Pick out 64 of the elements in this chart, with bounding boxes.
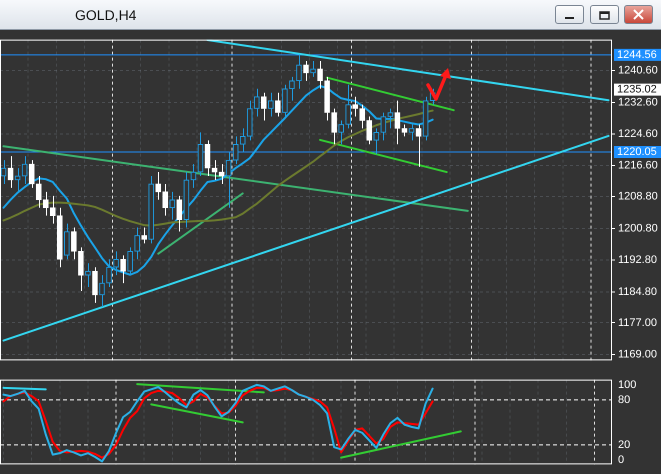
candlestick — [394, 100, 400, 145]
candlestick — [359, 104, 366, 129]
candlestick — [141, 227, 148, 244]
candlestick — [310, 60, 316, 78]
candlestick — [416, 124, 422, 168]
candlestick — [317, 60, 323, 90]
ref-line-label: 1244.56 — [617, 48, 657, 61]
y-tick-label: 1208.80 — [618, 190, 658, 203]
candlestick — [289, 76, 295, 102]
candlestick — [331, 108, 337, 145]
candlestick — [99, 274, 105, 308]
y-tick-label: 1177.00 — [618, 316, 657, 329]
candlestick — [226, 152, 232, 208]
candlestick — [212, 160, 218, 180]
candlestick — [275, 92, 281, 118]
y-tick-label: 0 — [618, 454, 624, 466]
candlestick — [198, 132, 204, 177]
candlestick — [85, 262, 91, 288]
y-tick-label: 1184.80 — [618, 286, 657, 298]
candlestick — [380, 112, 386, 141]
candlestick — [8, 156, 14, 188]
candlestick — [204, 140, 210, 177]
candlestick — [78, 246, 84, 292]
candlestick — [176, 195, 182, 232]
candlestick — [303, 60, 309, 82]
candlestick — [260, 92, 267, 121]
chart-title: GOLD,H4 — [75, 7, 136, 23]
candlestick — [92, 266, 98, 304]
candlestick — [22, 156, 28, 184]
ref-line-label: 1220.05 — [617, 146, 657, 158]
candlestick — [64, 223, 70, 260]
candlestick — [134, 227, 140, 260]
candlestick — [184, 172, 190, 228]
candlestick — [120, 254, 126, 284]
y-tick-label: 100 — [618, 378, 636, 391]
y-tick-label: 1232.60 — [618, 96, 658, 108]
candlestick — [366, 116, 372, 145]
y-tick-label: 1200.80 — [618, 222, 658, 234]
candlestick — [296, 54, 302, 90]
y-tick-label: 1192.80 — [618, 254, 657, 266]
y-tick-label: 20 — [618, 438, 630, 451]
candlestick — [324, 76, 330, 121]
candlestick — [402, 124, 408, 137]
candlestick — [232, 136, 238, 165]
y-tick-label: 1169.00 — [618, 348, 657, 360]
candlestick — [28, 160, 34, 188]
y-tick-label: 80 — [618, 394, 630, 406]
candlestick — [14, 168, 20, 192]
candlestick — [190, 164, 196, 188]
y-tick-label: 1216.60 — [618, 160, 658, 172]
candlestick — [388, 108, 394, 129]
y-tick-label: 1224.60 — [618, 128, 658, 140]
candlestick — [254, 88, 260, 118]
candlestick — [338, 120, 344, 145]
candlestick — [422, 96, 428, 141]
candlestick — [148, 176, 154, 244]
text: 1235.02 — [617, 84, 657, 96]
candlestick — [268, 92, 274, 118]
candlestick — [218, 164, 224, 184]
candlestick — [374, 128, 380, 155]
candlestick — [71, 227, 77, 260]
candlestick — [170, 191, 176, 220]
y-tick-label: 1240.60 — [618, 64, 658, 77]
candlestick — [408, 124, 414, 141]
